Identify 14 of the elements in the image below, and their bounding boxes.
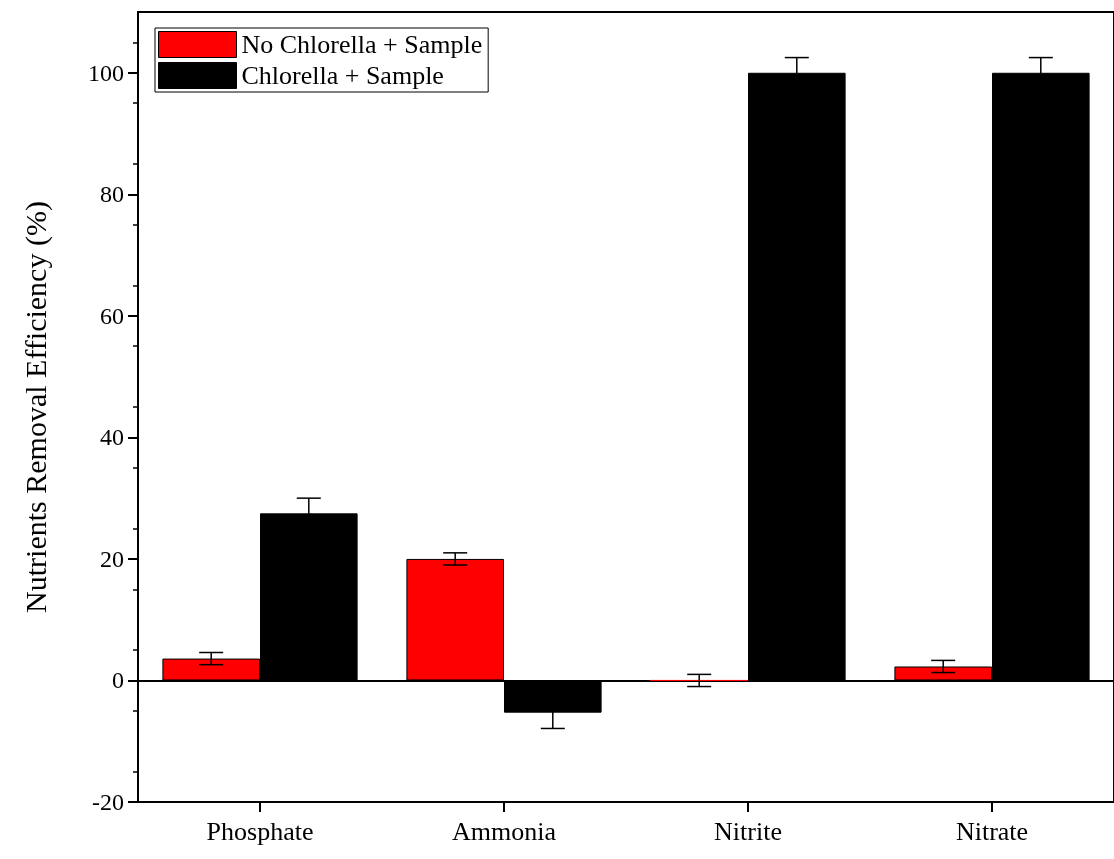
y-tick-label: 80 xyxy=(100,181,124,208)
legend-label: Chlorella + Sample xyxy=(241,61,444,90)
y-tick-label: 40 xyxy=(100,424,124,451)
y-tick-label: 100 xyxy=(88,59,124,86)
x-tick-label: Nitrite xyxy=(714,816,782,846)
x-tick-label: Phosphate xyxy=(206,816,314,846)
y-tick-label: 20 xyxy=(100,545,124,572)
legend-label: No Chlorella + Sample xyxy=(241,30,483,59)
y-tick-label: 0 xyxy=(112,667,124,694)
x-tick-label: Ammonia xyxy=(452,816,557,846)
y-axis-title: Nutrients Removal Efficiency (%) xyxy=(18,201,53,613)
y-tick-label: -20 xyxy=(92,789,124,815)
y-tick-label: 60 xyxy=(100,302,124,329)
x-tick-label: Nitrate xyxy=(955,816,1029,846)
